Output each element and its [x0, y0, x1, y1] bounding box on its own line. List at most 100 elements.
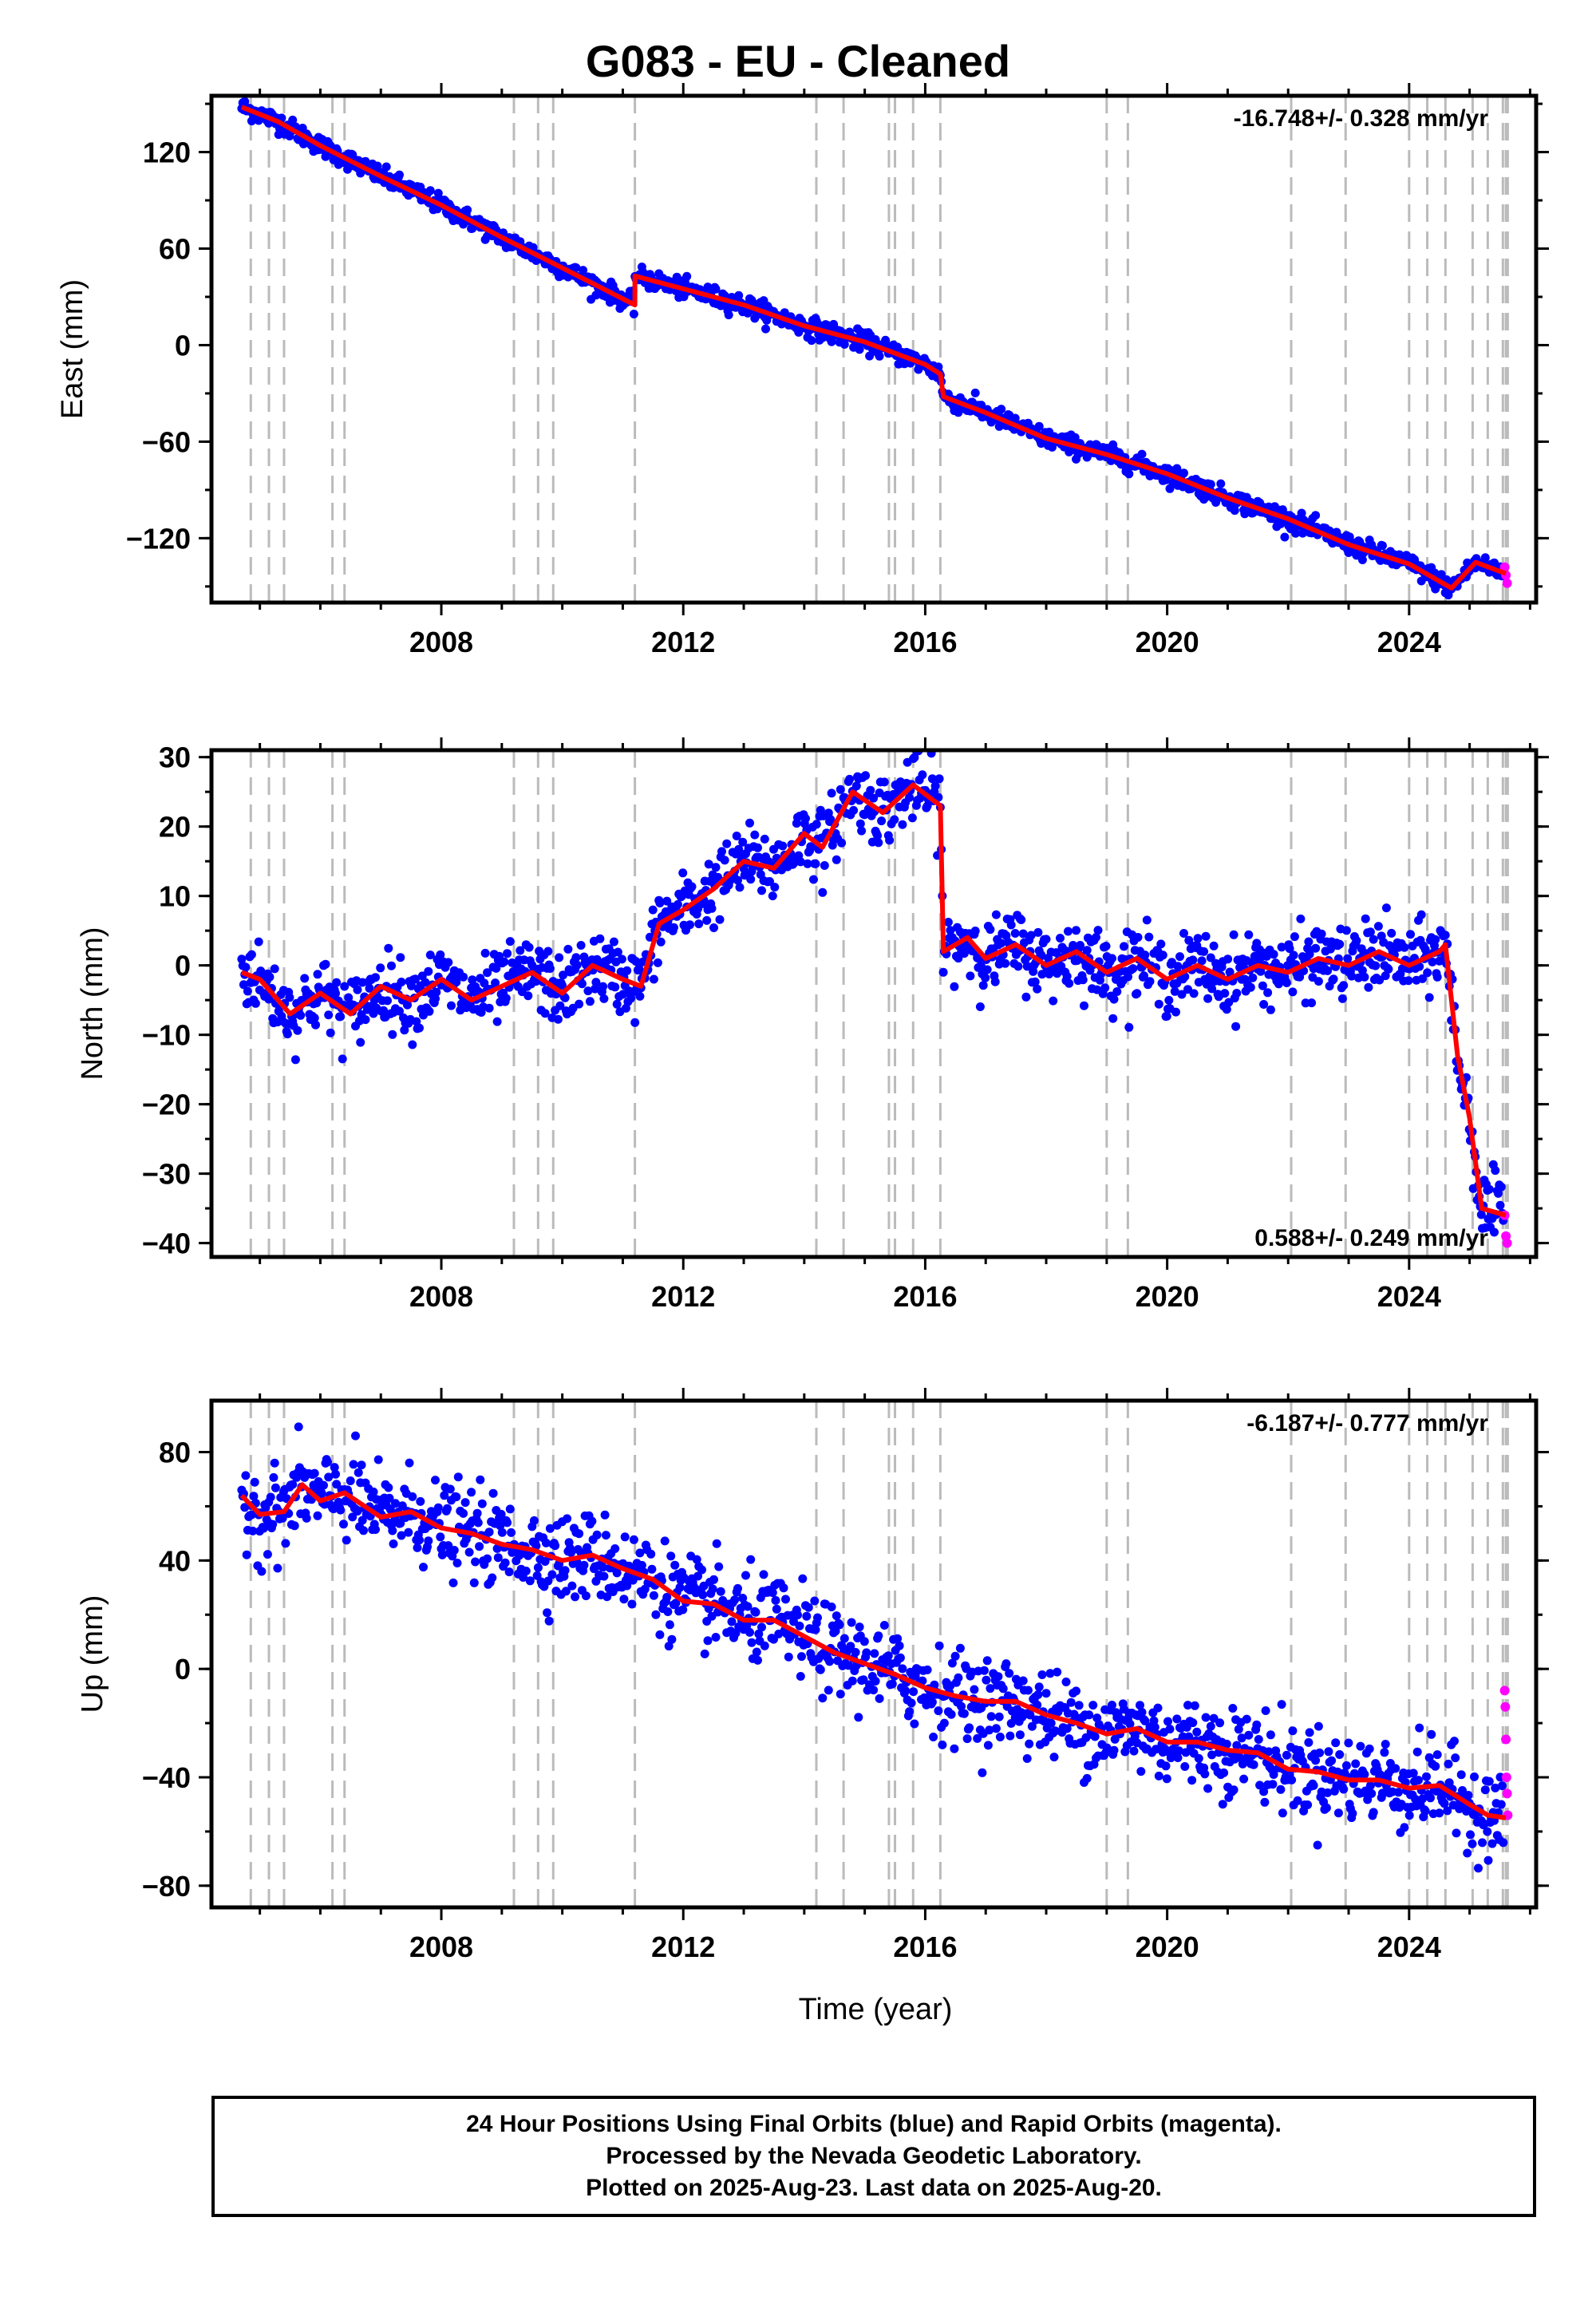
data-point	[1341, 926, 1351, 935]
data-point	[1337, 994, 1347, 1003]
data-point	[1287, 1775, 1297, 1784]
data-point	[1061, 1678, 1071, 1686]
data-point	[493, 1553, 503, 1563]
data-point	[1220, 989, 1230, 998]
data-point	[1140, 1716, 1150, 1725]
data-point	[898, 1664, 907, 1674]
data-point	[1052, 948, 1061, 958]
data-point	[943, 918, 953, 927]
data-point	[567, 1581, 577, 1591]
data-point	[1443, 1806, 1452, 1816]
data-point	[313, 1511, 322, 1520]
data-point	[832, 855, 841, 864]
data-point	[811, 1625, 820, 1634]
data-point	[1432, 1750, 1442, 1760]
data-point	[270, 964, 279, 974]
data-point	[1277, 943, 1286, 952]
data-point	[464, 1547, 474, 1557]
data-point	[602, 1592, 612, 1602]
data-point	[707, 903, 717, 913]
plot-frame	[209, 93, 1539, 605]
data-point	[585, 997, 595, 1006]
data-point	[950, 1744, 959, 1753]
data-point	[1175, 952, 1184, 962]
data-point	[354, 1468, 363, 1477]
data-point	[1203, 1784, 1213, 1793]
data-point	[1464, 1791, 1473, 1800]
data-point	[854, 1713, 863, 1722]
data-point	[832, 1611, 841, 1621]
up-panel: 2008 2012 2016 2020 2024 80 40 0 −40 −80 Up (mm) -6…	[76, 1388, 1549, 1963]
data-point	[1426, 1793, 1435, 1803]
data-point	[324, 1472, 334, 1482]
data-point	[883, 1651, 893, 1661]
data-point	[1491, 1166, 1500, 1176]
data-point	[384, 1483, 393, 1492]
data-point	[571, 263, 581, 272]
data-point	[473, 1518, 483, 1528]
y-axis-label: East (mm)	[56, 279, 89, 419]
data-point	[571, 1592, 580, 1602]
data-point	[1150, 1722, 1159, 1732]
data-point	[1440, 931, 1450, 940]
rapid-point	[1501, 1734, 1511, 1745]
data-point	[1199, 947, 1209, 956]
data-point	[1006, 920, 1016, 930]
y-tick-label: −80	[142, 1870, 191, 1903]
data-point	[1484, 1184, 1494, 1194]
data-point	[555, 1001, 565, 1010]
data-point	[950, 1651, 960, 1661]
data-point	[875, 1694, 884, 1703]
data-point	[609, 937, 618, 947]
data-point	[249, 1492, 259, 1501]
data-point	[673, 899, 682, 909]
data-point	[1219, 1768, 1229, 1777]
data-point	[581, 1591, 591, 1601]
data-point	[666, 1551, 676, 1561]
data-point	[317, 1488, 326, 1498]
data-point	[592, 1530, 602, 1539]
data-point	[818, 887, 828, 897]
data-point	[807, 842, 816, 852]
data-point	[934, 1706, 943, 1716]
data-point	[1082, 1773, 1092, 1783]
data-point	[1206, 1721, 1215, 1731]
data-point	[682, 271, 692, 281]
data-point	[282, 1030, 292, 1039]
data-point	[874, 1631, 883, 1641]
data-point	[843, 1661, 853, 1670]
data-point	[994, 1672, 1003, 1682]
data-point	[579, 1560, 589, 1570]
data-point	[1033, 1690, 1043, 1699]
data-point	[563, 944, 573, 954]
data-point	[1180, 1762, 1190, 1771]
y-tick-label: −120	[126, 522, 191, 555]
data-point	[1415, 1723, 1424, 1733]
data-point	[613, 947, 622, 957]
data-point	[847, 1676, 857, 1686]
data-point	[1027, 1721, 1037, 1731]
data-point	[1416, 910, 1426, 919]
data-point	[452, 1492, 461, 1502]
data-point	[851, 781, 861, 791]
data-point	[1483, 1856, 1493, 1865]
data-point	[281, 1539, 290, 1548]
data-point	[583, 986, 593, 996]
data-point	[359, 1526, 368, 1535]
data-point	[1415, 962, 1424, 971]
data-point	[784, 1652, 793, 1662]
data-point	[459, 972, 468, 982]
data-point	[270, 1458, 279, 1468]
data-point	[1494, 1188, 1503, 1198]
data-point	[711, 863, 721, 872]
data-point	[1145, 977, 1155, 986]
data-point	[507, 1528, 516, 1537]
data-point	[1347, 971, 1357, 981]
data-point	[745, 818, 754, 828]
data-point	[331, 989, 340, 998]
data-point	[1108, 1014, 1118, 1023]
data-point	[416, 1496, 425, 1506]
data-point	[1062, 971, 1072, 981]
data-point	[717, 847, 726, 856]
